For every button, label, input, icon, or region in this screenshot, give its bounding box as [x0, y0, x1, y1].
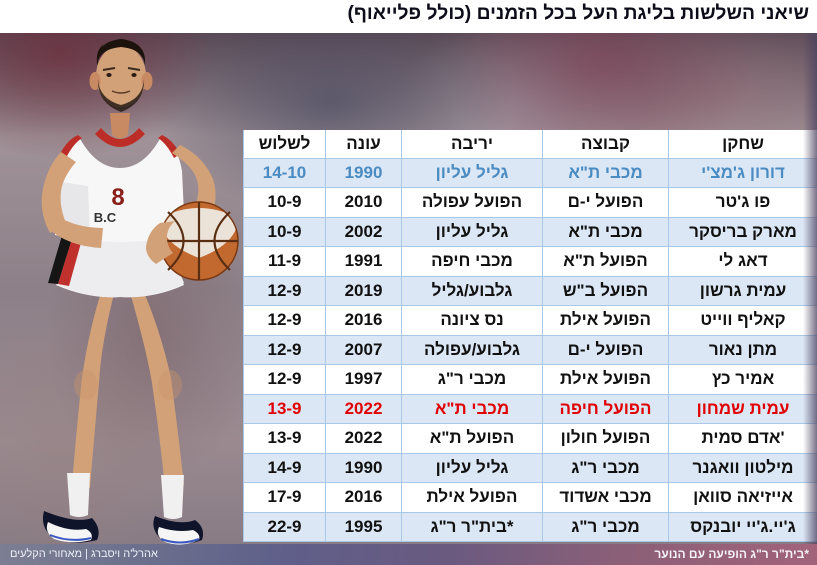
svg-text:8: 8 — [111, 184, 124, 211]
svg-text:B.C: B.C — [94, 210, 117, 225]
